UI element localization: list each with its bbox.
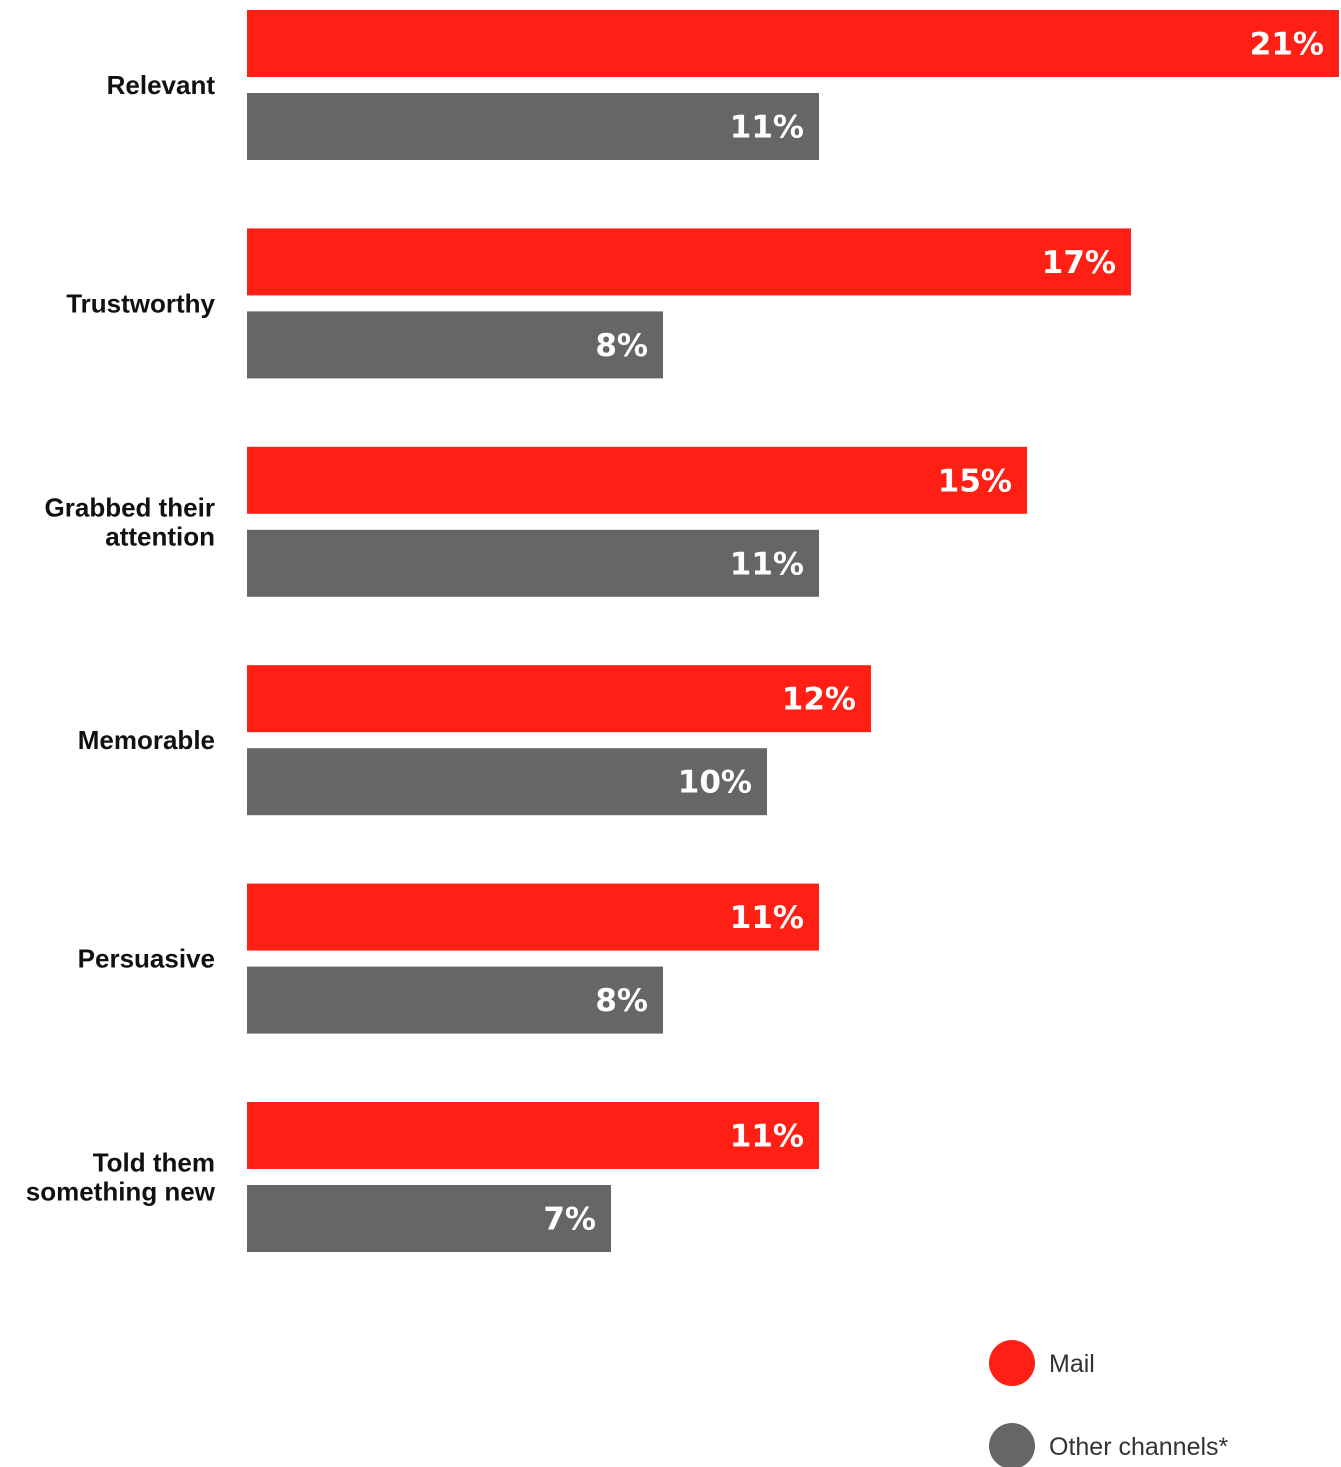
category-labels: Relevant Trustworthy Grabbed theirattentio… [26, 70, 216, 1207]
category-label: Relevant [107, 70, 216, 100]
bars-group: 21% 11% 17% 8% 15% 11% 12% 10% 11% 8% 11% 7% [247, 10, 1339, 1252]
bar-other-channels [247, 311, 663, 379]
bar-other-channels [247, 93, 819, 160]
category-label: Trustworthy [66, 288, 215, 318]
category-label: something new [26, 1177, 216, 1207]
category-label: Told them [93, 1148, 215, 1178]
bar-other-channels [247, 1185, 611, 1252]
legend-label-other-channels: Other channels* [1049, 1433, 1229, 1461]
bar-mail [247, 10, 1339, 77]
legend-label-mail: Mail [1049, 1350, 1095, 1378]
bar-value-label: 21% [1250, 27, 1324, 63]
bar-value-label: 7% [543, 1202, 596, 1238]
category-label: Persuasive [78, 944, 215, 974]
bar-mail [247, 883, 819, 951]
bar-other-channels [247, 529, 819, 597]
bar-mail [247, 665, 871, 733]
legend-swatch-other-channels [989, 1423, 1035, 1467]
bar-value-label: 12% [782, 682, 856, 718]
bar-value-label: 15% [938, 463, 1012, 499]
category-label: Grabbed their [45, 492, 215, 522]
bar-value-label: 11% [730, 110, 804, 146]
bar-value-label: 11% [730, 546, 804, 582]
category-label: Memorable [78, 725, 215, 755]
bar-mail [247, 228, 1131, 296]
bar-value-label: 10% [678, 765, 752, 801]
legend-swatch-mail [989, 1340, 1035, 1386]
bar-mail [247, 446, 1027, 514]
bar-mail [247, 1102, 819, 1169]
bar-value-label: 11% [730, 1119, 804, 1155]
bar-other-channels [247, 966, 663, 1034]
bar-other-channels [247, 748, 767, 816]
category-label: attention [105, 521, 215, 551]
bar-value-label: 8% [595, 983, 648, 1019]
bar-value-label: 17% [1042, 245, 1116, 281]
bar-value-label: 8% [595, 328, 648, 364]
bar-value-label: 11% [730, 900, 804, 936]
legend: Mail Other channels* [989, 1340, 1229, 1467]
